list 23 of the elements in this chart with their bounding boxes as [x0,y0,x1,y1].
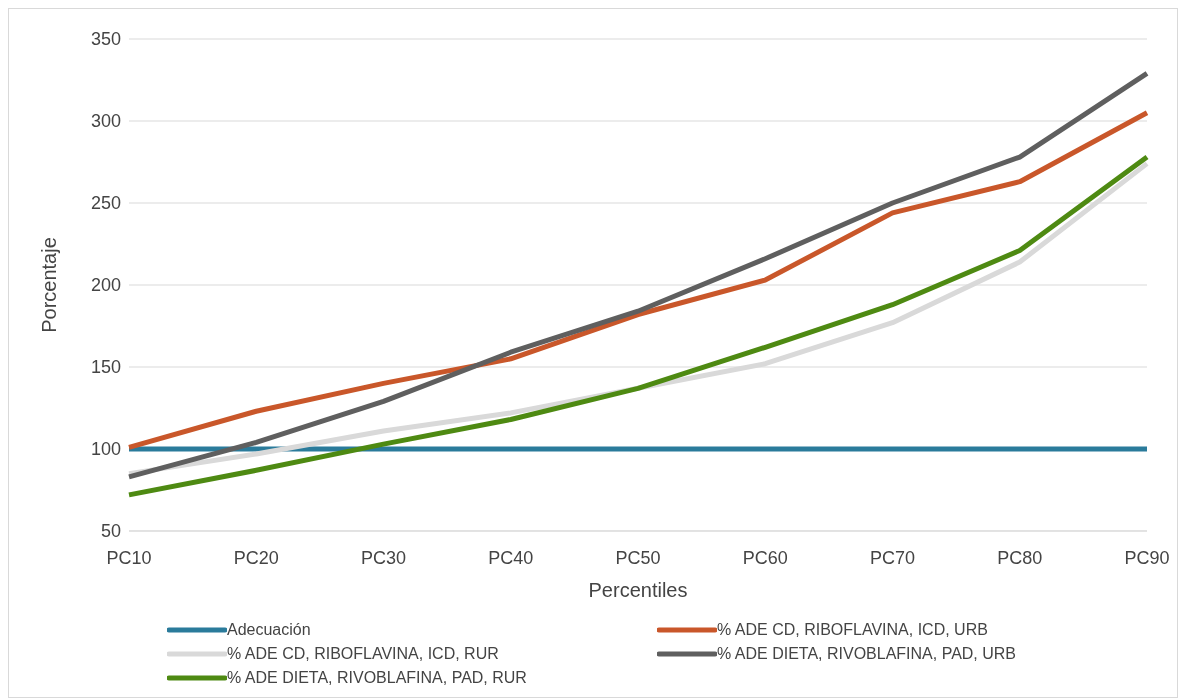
x-tick-label: PC90 [1124,547,1170,568]
y-tick-label: 300 [90,111,121,132]
x-tick-label: PC60 [742,547,788,568]
x-tick-label: PC50 [615,547,661,568]
legend-label: % ADE DIETA, RIVOBLAFINA, PAD, URB [717,645,1017,663]
x-tick-label: PC10 [106,547,152,568]
y-tick-label: 50 [100,521,121,542]
x-axis-title: Percentiles [588,579,688,601]
legend-label: % ADE CD, RIBOFLAVINA, ICD, URB [717,621,988,639]
y-tick-label: 250 [90,193,121,214]
x-tick-label: PC40 [488,547,534,568]
x-tick-label: PC80 [997,547,1043,568]
y-tick-label: 100 [90,439,121,460]
legend-label: % ADE DIETA, RIVOBLAFINA, PAD, RUR [227,669,527,687]
y-axis-title: Porcentaje [38,237,61,333]
legend-label: % ADE CD, RIBOFLAVINA, ICD, RUR [227,645,499,663]
x-tick-label: PC70 [869,547,916,568]
y-tick-label: 150 [90,357,121,378]
x-tick-label: PC20 [233,547,279,568]
x-tick-label: PC30 [360,547,407,568]
y-tick-label: 350 [90,29,121,50]
legend-label: Adecuación [227,621,311,639]
y-tick-label: 200 [90,275,121,296]
